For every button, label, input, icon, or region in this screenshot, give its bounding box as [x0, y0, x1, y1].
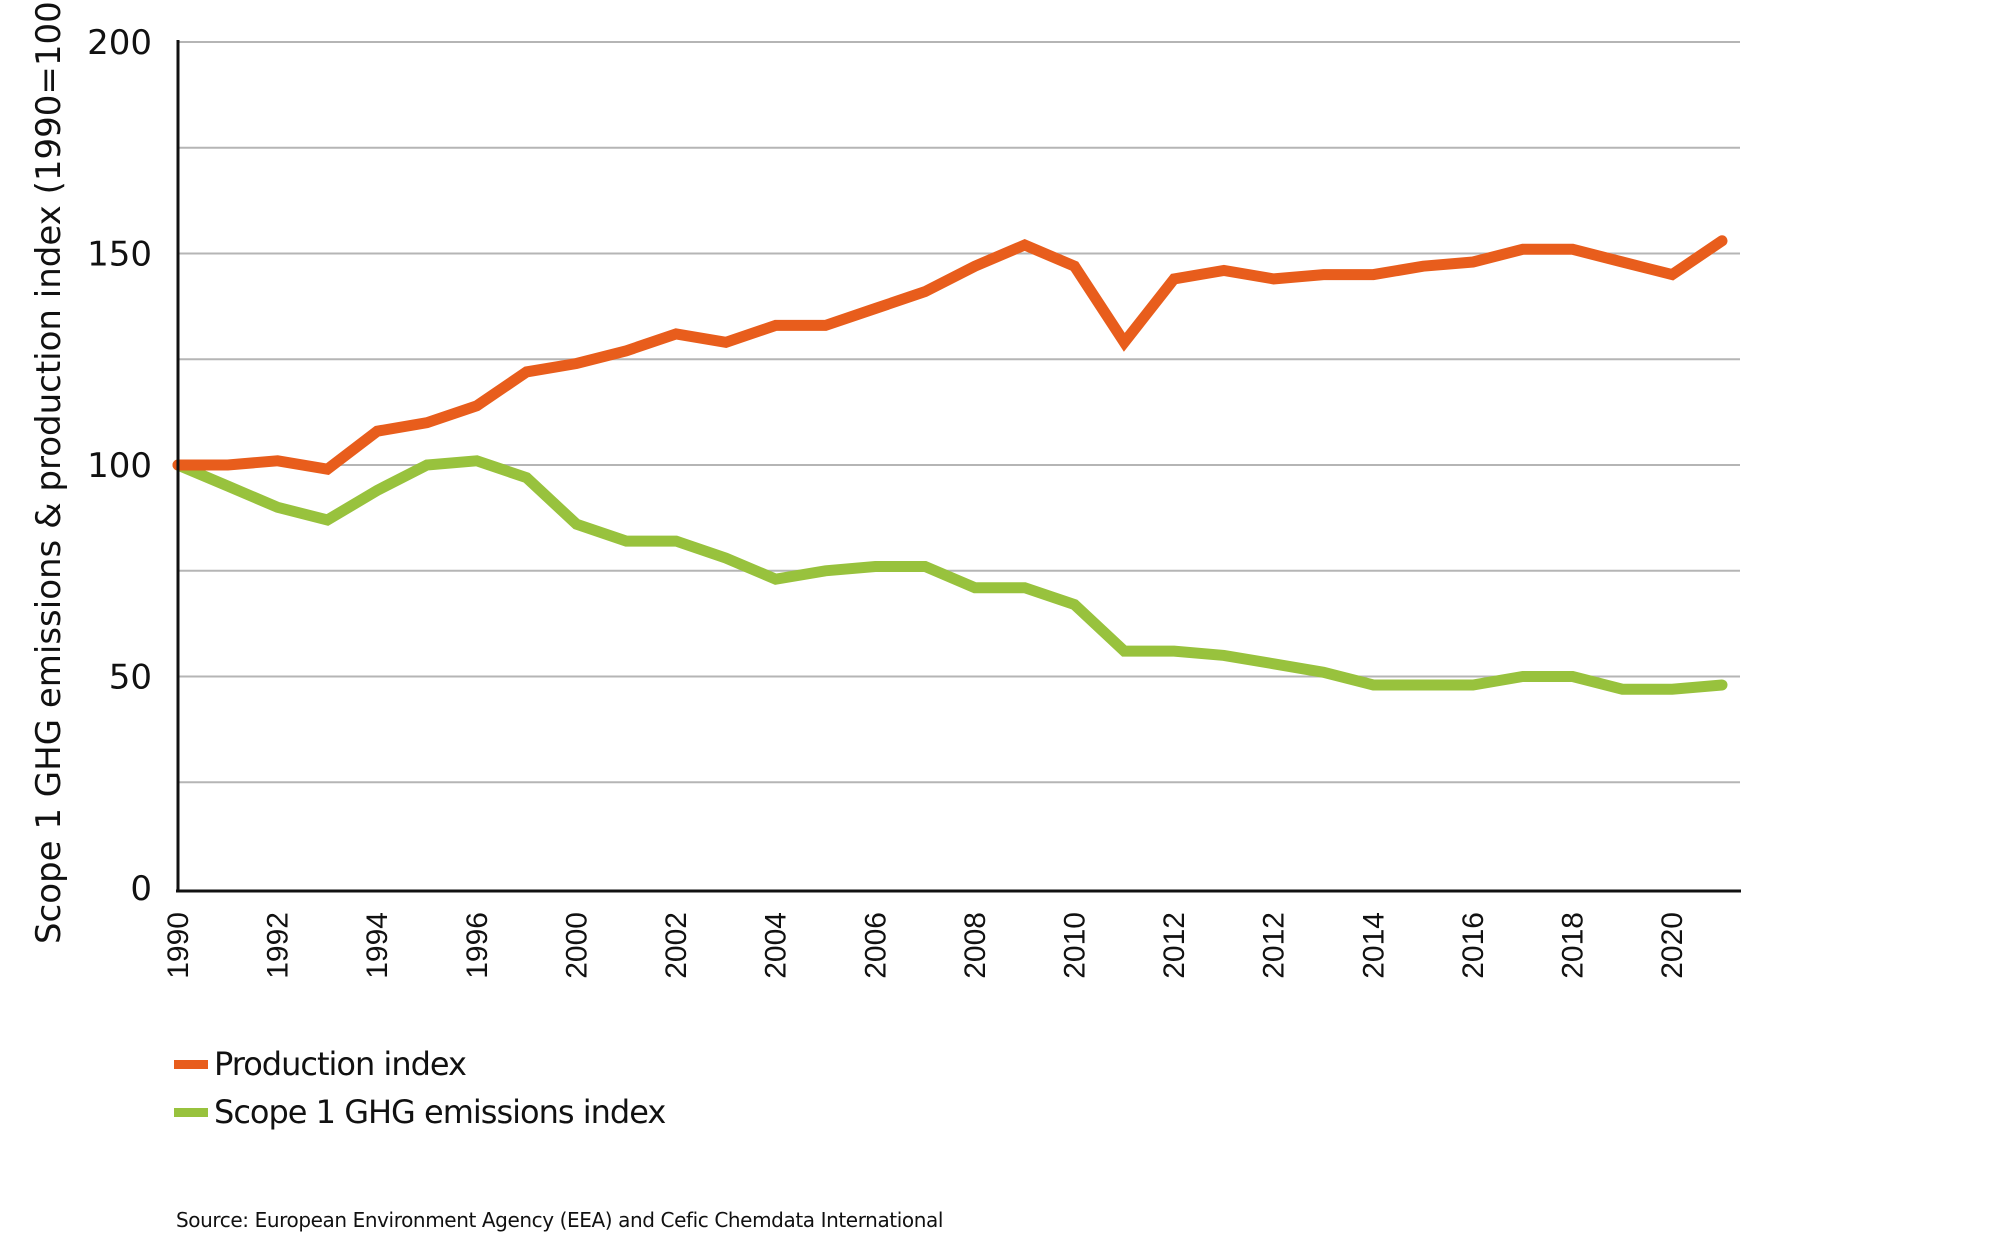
- legend-swatch-production: [174, 1059, 208, 1069]
- x-tick-label: 2012: [1258, 912, 1291, 979]
- x-tick-label: 2012: [1158, 912, 1191, 979]
- x-tick-label: 2018: [1557, 912, 1590, 979]
- source-note: Source: European Environment Agency (EEA…: [176, 1208, 944, 1232]
- legend-item-production: Production index: [174, 1040, 665, 1088]
- x-tick-label: 1994: [361, 912, 394, 979]
- legend-label-production: Production index: [214, 1045, 467, 1083]
- x-tick-label: 2000: [560, 912, 593, 979]
- legend-swatch-emissions: [174, 1107, 208, 1117]
- series-line-production-index: [172, 235, 1728, 476]
- x-tick-label: 1990: [162, 912, 195, 979]
- y-tick-label: 200: [87, 23, 152, 63]
- series-lines: [172, 235, 1728, 695]
- legend-item-emissions: Scope 1 GHG emissions index: [174, 1088, 666, 1136]
- x-tick-label: 2004: [760, 912, 793, 979]
- x-tick-label: 2016: [1457, 912, 1490, 979]
- x-tick-labels: 1990 1992 1994 1996 2000 2002 2004 2006 2008 2010…: [162, 912, 1689, 979]
- legend-label-emissions: Scope 1 GHG emissions index: [214, 1093, 666, 1131]
- y-axis-label: Scope 1 GHG emissions & production index…: [29, 0, 69, 944]
- y-tick-label: 50: [109, 658, 152, 698]
- x-tick-label: 2014: [1357, 912, 1390, 979]
- gridlines: [178, 41, 1740, 784]
- y-tick-labels: 0 50 100 150 200: [87, 23, 152, 909]
- series-line-scope-1-ghg-emissions-index: [172, 455, 1728, 695]
- legend: Production index Scope 1 GHG emissions i…: [174, 1040, 666, 1136]
- y-tick-label: 100: [87, 446, 152, 486]
- y-tick-label: 150: [87, 235, 152, 275]
- x-tick-label: 1996: [461, 912, 494, 979]
- x-tick-label: 1992: [262, 912, 295, 979]
- y-tick-label: 0: [130, 869, 152, 909]
- x-tick-label: 2002: [660, 912, 693, 979]
- x-tick-label: 2006: [859, 912, 892, 979]
- x-tick-label: 2010: [1059, 912, 1092, 979]
- x-tick-label: 2008: [959, 912, 992, 979]
- x-tick-label: 2020: [1656, 912, 1689, 979]
